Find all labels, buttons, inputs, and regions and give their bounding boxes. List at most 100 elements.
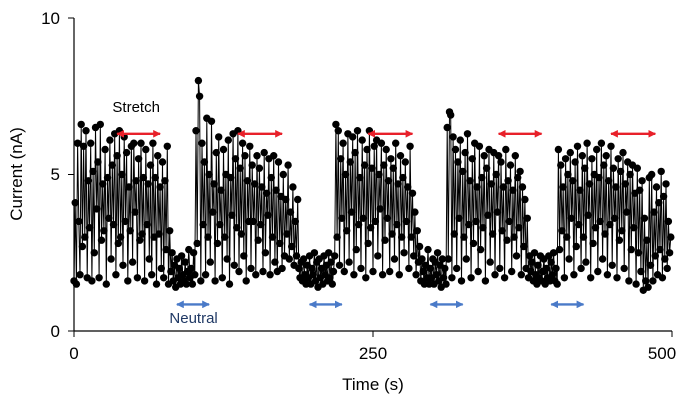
data-point: [327, 258, 335, 266]
data-point: [480, 152, 488, 160]
data-point: [228, 211, 236, 219]
data-point: [488, 230, 497, 238]
data-point: [478, 173, 486, 182]
data-point: [658, 274, 667, 282]
data-point: [386, 267, 394, 276]
data-point: [285, 255, 293, 263]
data-point: [288, 242, 296, 251]
data-point: [357, 264, 365, 273]
data-point: [578, 152, 586, 160]
data-point: [553, 280, 561, 288]
data-point: [517, 271, 525, 279]
data-point: [200, 158, 209, 166]
data-point: [652, 183, 661, 191]
data-point: [103, 173, 112, 182]
data-point: [376, 205, 384, 213]
data-point: [374, 252, 382, 260]
data-point: [78, 242, 87, 251]
data-point: [121, 217, 130, 226]
data-point: [346, 158, 354, 166]
data-point: [162, 245, 170, 254]
data-point: [270, 152, 278, 160]
x-axis-title: Time (s): [342, 375, 404, 394]
data-point: [124, 277, 132, 285]
data-point: [394, 180, 402, 188]
data-point: [368, 164, 376, 172]
data-point: [261, 249, 270, 257]
data-point: [338, 214, 346, 222]
data-point: [530, 249, 539, 257]
data-point: [497, 158, 505, 166]
data-point: [408, 189, 417, 197]
data-point: [181, 258, 189, 266]
data-point: [398, 233, 406, 241]
data-point: [243, 177, 252, 185]
data-point: [433, 249, 442, 257]
data-point: [508, 267, 516, 276]
data-point: [195, 92, 204, 101]
data-point: [308, 264, 316, 273]
data-point: [84, 177, 93, 185]
data-point: [570, 271, 578, 279]
data-point: [451, 145, 460, 154]
data-point: [390, 255, 399, 263]
data-point: [384, 177, 393, 185]
data-point: [621, 180, 630, 188]
data-point: [112, 271, 120, 279]
data-point: [109, 220, 118, 229]
data-point: [499, 183, 508, 191]
data-point: [156, 183, 164, 191]
data-point: [643, 236, 651, 244]
data-point: [108, 161, 117, 169]
data-point: [351, 148, 359, 157]
data-point: [598, 255, 607, 263]
data-point: [411, 208, 419, 216]
y-tick-label-0: 0: [51, 322, 60, 341]
data-point: [140, 277, 149, 285]
data-point: [484, 211, 492, 219]
data-point: [255, 164, 264, 172]
data-point: [509, 186, 517, 194]
data-point: [118, 170, 126, 179]
data-point: [81, 233, 89, 241]
data-point: [577, 264, 585, 273]
data-point: [335, 261, 344, 269]
data-point: [412, 271, 420, 279]
data-point: [426, 264, 435, 273]
data-point: [237, 230, 246, 238]
data-point: [242, 277, 250, 285]
data-point: [82, 127, 90, 135]
data-point: [396, 152, 405, 160]
data-point: [613, 274, 621, 282]
data-point: [579, 233, 588, 241]
data-point: [636, 186, 644, 194]
data-point: [189, 249, 198, 257]
data-point: [493, 208, 502, 216]
data-point: [148, 271, 156, 279]
data-point: [456, 136, 464, 144]
data-point: [188, 280, 197, 288]
data-point: [597, 139, 606, 147]
data-point: [221, 233, 229, 241]
data-point: [582, 258, 590, 266]
data-point: [262, 189, 271, 197]
data-point: [585, 180, 594, 188]
data-point: [378, 271, 387, 279]
data-point: [100, 227, 108, 235]
plot-area: 10 5 0 0 250 500 Time (s) Current (nA) S…: [7, 9, 676, 394]
data-point: [175, 264, 183, 273]
data-point: [282, 195, 290, 204]
data-point: [331, 252, 339, 260]
data-point: [596, 217, 604, 226]
data-point: [554, 145, 563, 154]
data-point: [364, 239, 372, 248]
data-point: [353, 127, 362, 135]
data-point: [213, 239, 222, 248]
data-point: [256, 220, 265, 229]
data-point: [191, 271, 199, 279]
data-point: [650, 208, 658, 216]
data-point: [627, 245, 635, 254]
data-point: [512, 252, 521, 260]
data-point: [240, 252, 248, 260]
data-point: [467, 274, 475, 282]
